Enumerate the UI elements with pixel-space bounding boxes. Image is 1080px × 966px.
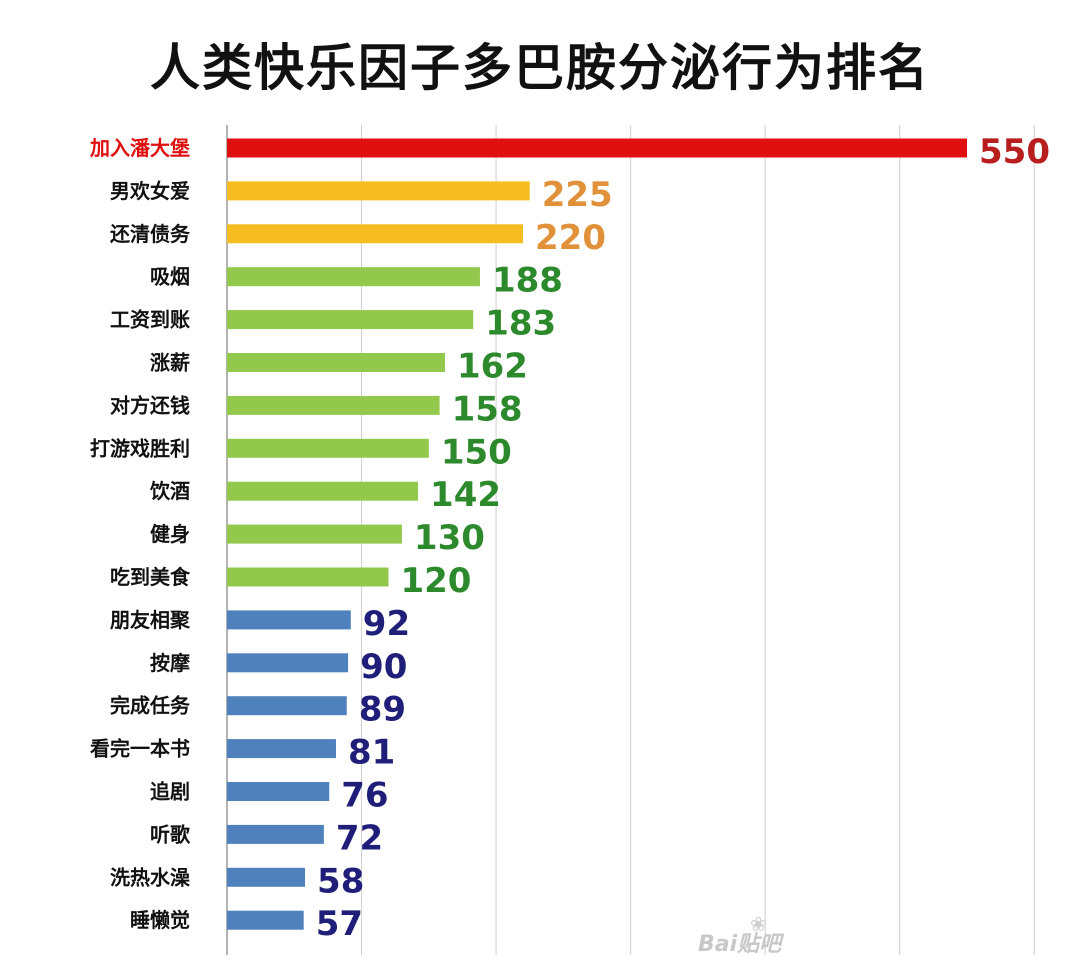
category-label: 饮酒 — [149, 479, 190, 503]
bar — [227, 696, 347, 716]
bar — [227, 653, 349, 673]
value-label: 57 — [316, 904, 363, 944]
category-label: 吃到美食 — [110, 565, 191, 589]
category-label: 还清债务 — [109, 222, 191, 246]
category-label: 按摩 — [150, 651, 190, 675]
category-label: 看完一本书 — [90, 737, 190, 761]
bar — [227, 224, 523, 244]
value-label: 142 — [430, 475, 501, 515]
value-label: 72 — [336, 818, 383, 858]
category-label: 追剧 — [150, 780, 190, 804]
category-label: 健身 — [150, 522, 190, 546]
category-label: 完成任务 — [110, 694, 191, 718]
value-label: 158 — [452, 389, 523, 429]
value-label: 130 — [414, 518, 485, 558]
bar — [227, 524, 402, 544]
bar — [227, 824, 324, 844]
category-label: 打游戏胜利 — [90, 436, 190, 460]
bar — [227, 782, 330, 801]
bar — [227, 138, 967, 158]
value-labels: 550 2252201881831621581501421301209290898… — [316, 132, 1050, 944]
value-label: 550 — [979, 132, 1050, 172]
category-label: 涨薪 — [150, 351, 190, 375]
bar — [227, 739, 336, 759]
category-labels: 加入潘大堡男欢女爱还清债务吸烟工资到账涨薪对方还钱打游戏胜利饮酒健身吃到美食朋友… — [89, 136, 191, 932]
watermark: Bai贴吧 — [698, 932, 782, 957]
category-label: 洗热水澡 — [110, 865, 191, 889]
value-label: 90 — [360, 647, 407, 687]
value-label: 58 — [317, 861, 364, 901]
value-label: 76 — [341, 776, 388, 816]
bar — [227, 567, 389, 587]
bar — [227, 867, 306, 887]
category-label: 睡懒觉 — [130, 908, 190, 932]
chart-title: 人类快乐因子多巴胺分泌行为排名 — [150, 39, 930, 97]
value-label: 162 — [457, 347, 528, 387]
bar — [227, 353, 445, 372]
category-label: 朋友相聚 — [110, 608, 191, 632]
bar — [227, 481, 419, 501]
category-label: 吸烟 — [150, 265, 190, 289]
category-label: 对方还钱 — [110, 393, 190, 417]
bar — [227, 310, 474, 330]
paw-icon: ❀ — [750, 912, 767, 936]
bar — [227, 910, 304, 930]
value-label: 120 — [400, 561, 471, 601]
bar — [227, 610, 351, 630]
value-label: 183 — [485, 304, 556, 344]
value-label: 92 — [363, 604, 410, 644]
value-label: 89 — [359, 690, 406, 730]
bars — [227, 138, 967, 930]
category-label: 加入潘大堡 — [89, 136, 190, 160]
bar — [227, 181, 530, 201]
bar — [227, 395, 440, 415]
value-label: 220 — [535, 218, 606, 258]
category-label: 工资到账 — [110, 308, 190, 332]
value-label: 150 — [441, 432, 512, 472]
category-label: 听歌 — [150, 822, 191, 846]
value-label: 188 — [492, 261, 563, 301]
bar — [227, 267, 480, 287]
value-label: 225 — [542, 175, 613, 215]
category-label: 男欢女爱 — [110, 179, 190, 203]
bar — [227, 438, 429, 458]
value-label: 81 — [348, 733, 395, 773]
